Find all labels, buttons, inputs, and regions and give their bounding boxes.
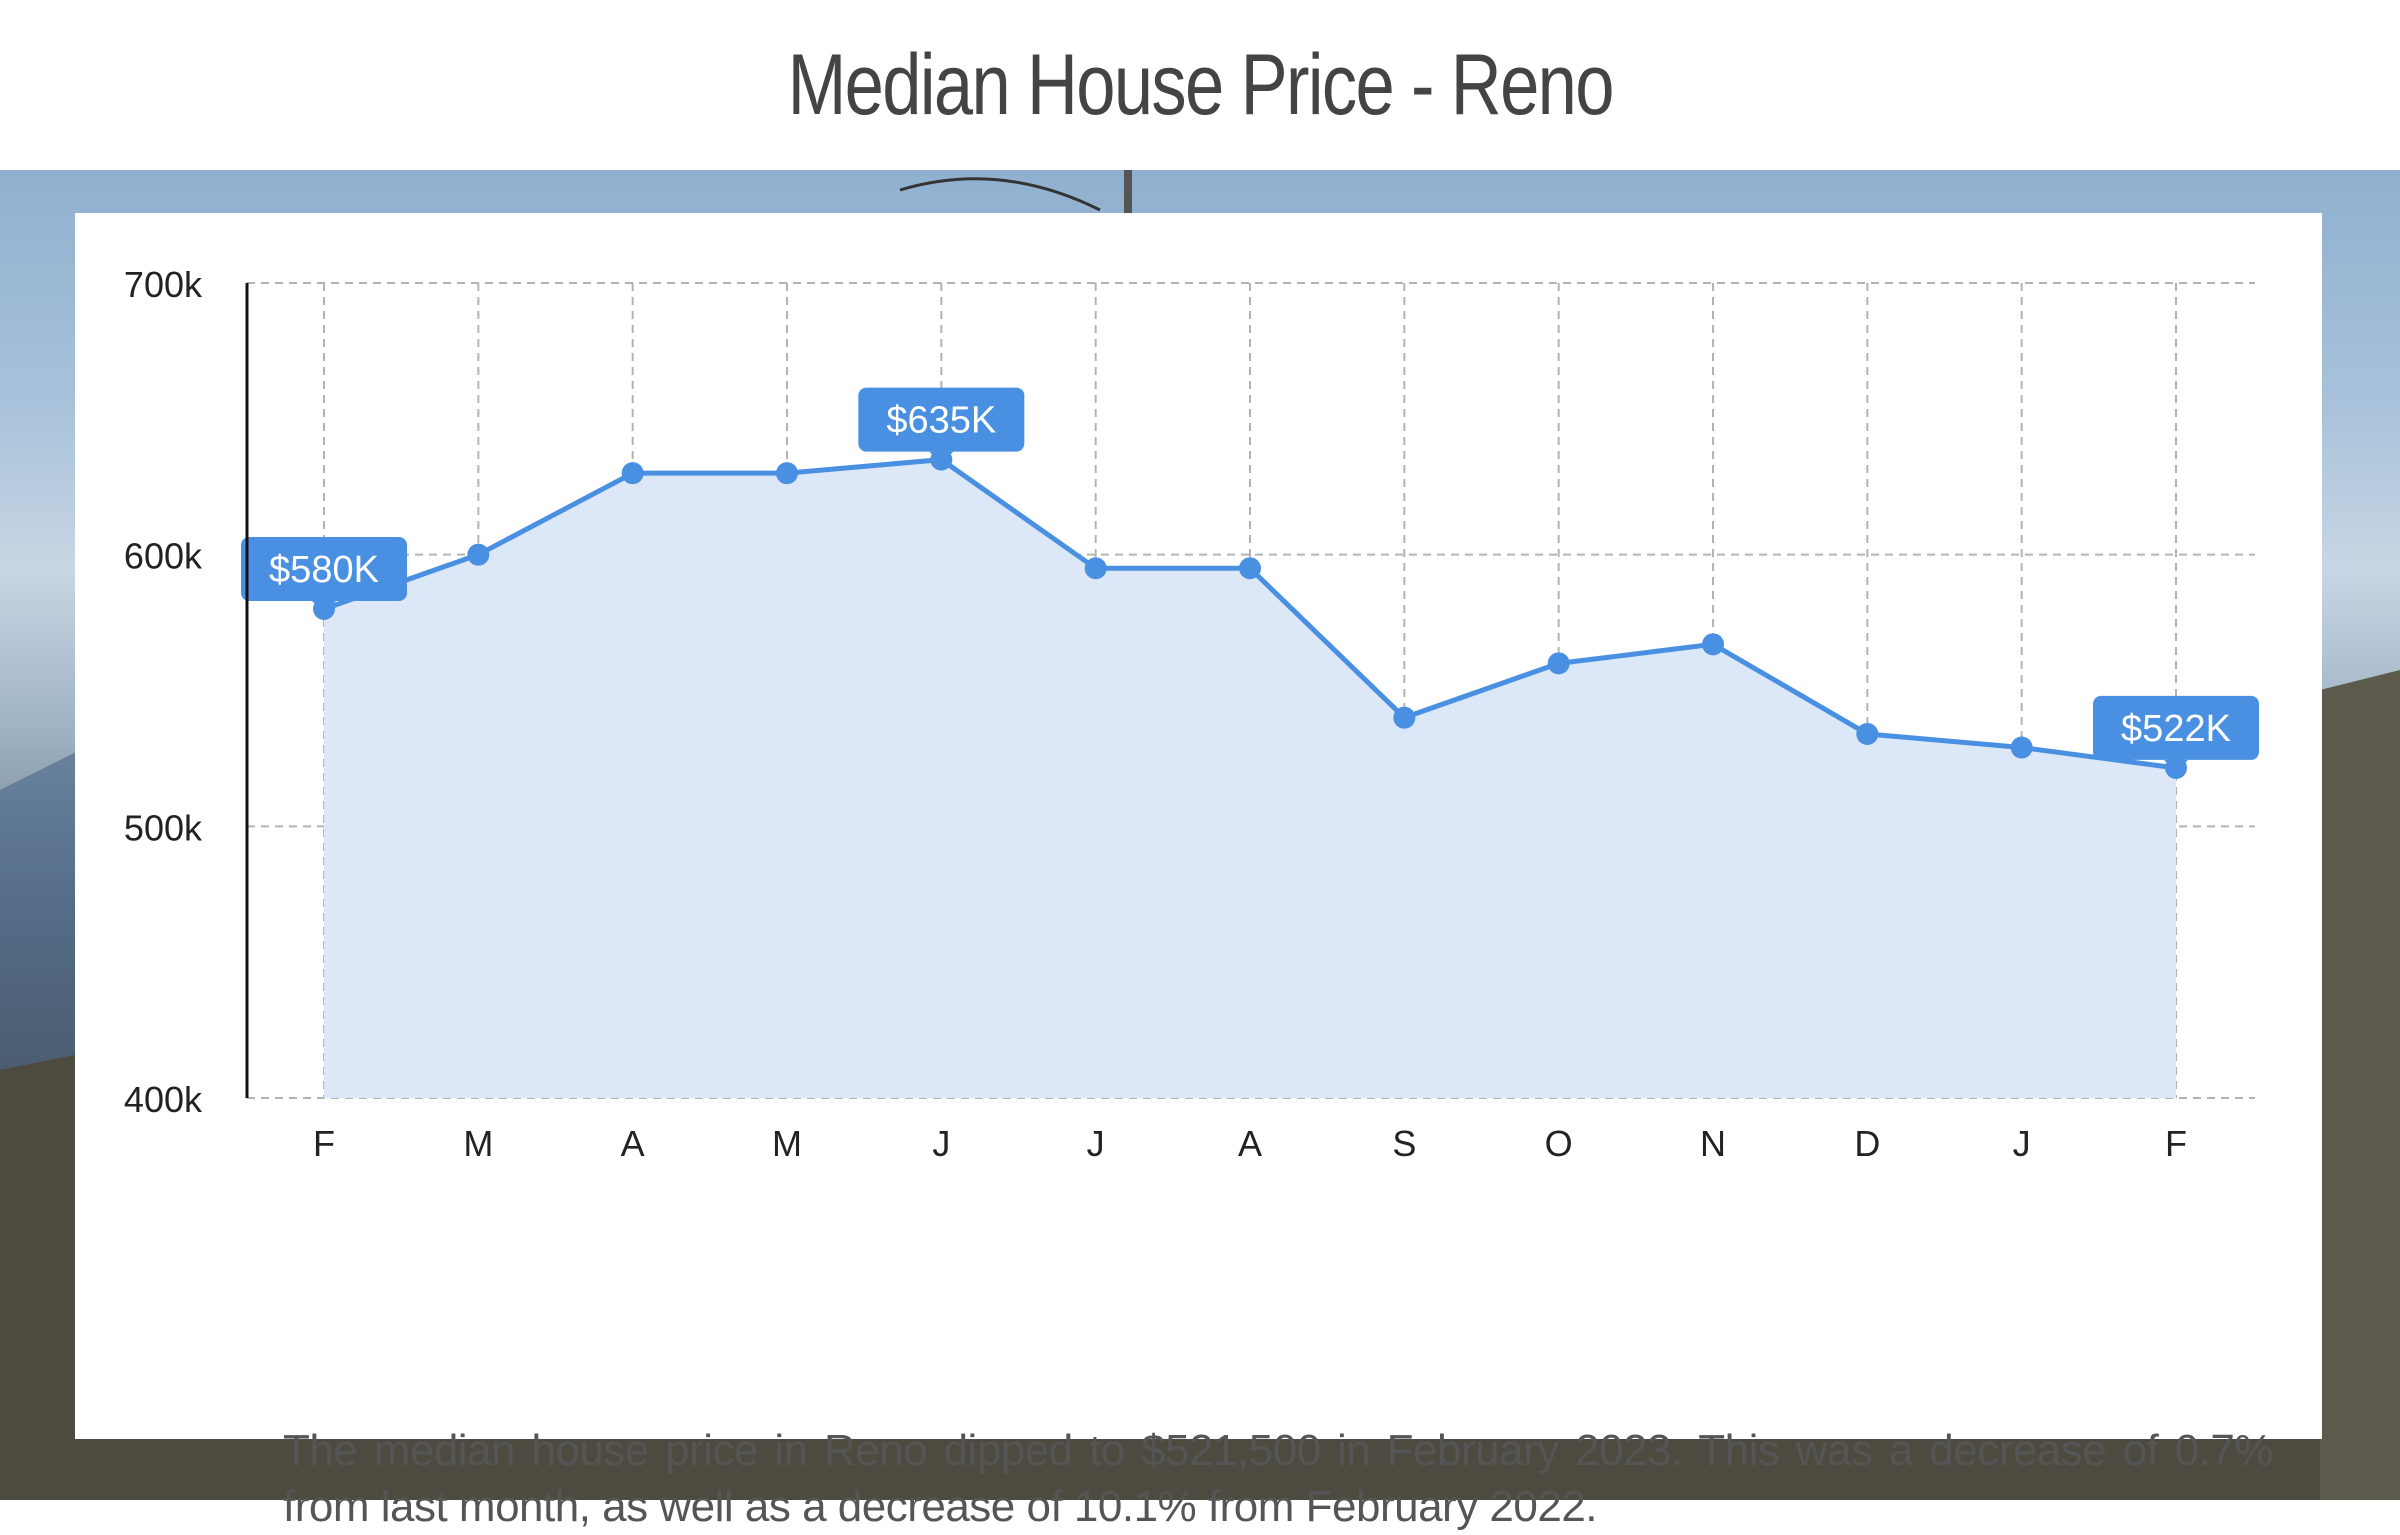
page-title: Median House Price - Reno [787,36,1614,133]
x-tick-label: J [2013,1123,2031,1164]
x-tick-label: J [1087,1123,1105,1164]
data-point [2010,736,2033,759]
chart-card: $580K $635K $522K 400k 500k 600k 700k F M A M J J A S… [75,213,2322,1531]
data-point [1547,652,1570,675]
callout-pointer [2164,759,2188,772]
callout-label: $522K [2121,708,2231,750]
value-callout: $635K [858,387,1025,464]
value-callout: $580K [241,537,407,613]
value-callout: $522K [2093,695,2259,772]
x-tick-label: A [1238,1123,1262,1164]
x-tick-label: J [932,1123,950,1164]
callout-label: $635K [886,400,996,442]
data-point [621,462,644,485]
area-fill [324,459,2176,1098]
x-tick-label: D [1854,1123,1880,1164]
x-tick-label: A [621,1123,645,1164]
y-tick-label: 700k [124,264,203,305]
callout-pointer [929,451,954,464]
x-tick-label: F [2165,1123,2187,1164]
y-tick-label: 500k [124,807,203,848]
data-point [1702,633,1724,656]
data-point [776,462,798,485]
x-tick-label: M [772,1123,802,1164]
callout-box [241,537,407,601]
line-chart: $580K $635K $522K 400k 500k 600k 700k F M A M J J A S… [124,264,2259,1164]
callout-label: $580K [269,549,379,591]
data-point [1856,722,1879,745]
x-tick-label: O [1545,1123,1573,1164]
title-bar: Median House Price - Reno [0,0,2400,170]
data-point [467,543,490,566]
data-point [1239,557,1261,580]
x-tick-label: S [1392,1123,1416,1164]
callout-box [2093,695,2259,760]
callout-box [858,387,1025,452]
data-point [1393,706,1416,729]
y-tick-label: 400k [124,1079,203,1120]
x-tick-label: N [1700,1123,1726,1164]
data-point [1084,557,1107,580]
x-tick-label: F [313,1123,335,1164]
y-tick-label: 600k [124,536,203,577]
x-tick-label: M [463,1123,493,1164]
callout-pointer [312,601,336,613]
summary-text: The median house price in Reno dipped to… [283,1426,2274,1531]
